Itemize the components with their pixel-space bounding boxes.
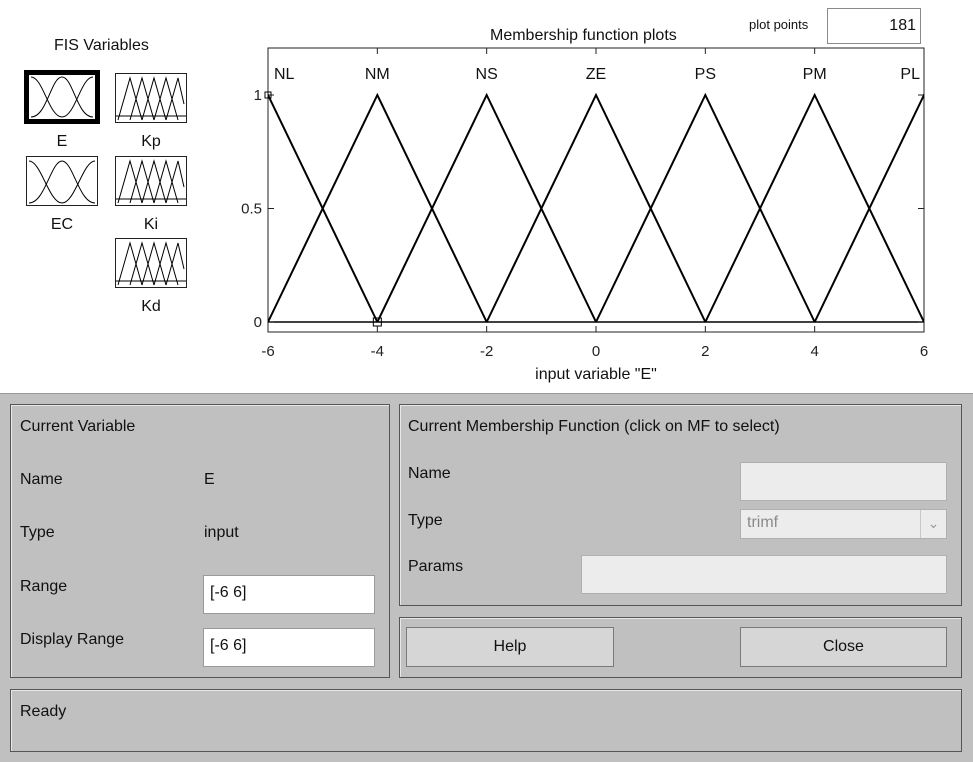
output-variable-kd-thumbnail[interactable] xyxy=(115,238,187,288)
range-input[interactable]: [-6 6] xyxy=(203,575,375,614)
input-variable-ec-label[interactable]: EC xyxy=(50,216,74,233)
mf-curve-ps xyxy=(595,92,816,323)
mf-handle xyxy=(264,91,272,99)
mf-params-input[interactable] xyxy=(581,555,947,594)
plot-title: Membership function plots xyxy=(490,27,677,44)
mf-thumbnail-icon xyxy=(30,76,94,118)
mf-params-label: Params xyxy=(408,558,464,575)
x-axis-label: input variable "E" xyxy=(535,366,657,383)
x-tick-label: 0 xyxy=(592,343,600,360)
plot-points-label: plot points xyxy=(749,17,809,32)
fis-variables-title: FIS Variables xyxy=(54,37,149,54)
mf-handle xyxy=(372,317,382,327)
mf-thumbnail-icon xyxy=(116,159,186,204)
help-button[interactable]: Help xyxy=(406,627,614,667)
input-variable-e-thumbnail[interactable] xyxy=(24,70,100,124)
membership-function-chart[interactable]: -6 -4 -2 0 2 4 6 0 0.5 1 NL NM NS ZE PS PM PL input varia… xyxy=(0,0,973,393)
mf-curve-nl xyxy=(268,92,379,323)
mf-label-ps: PS xyxy=(695,66,716,83)
x-tick-label: -6 xyxy=(261,343,274,360)
mf-curve-pm xyxy=(704,92,924,323)
input-variable-e-label[interactable]: E xyxy=(56,133,68,150)
variable-type-value: input xyxy=(204,524,239,541)
mf-label-nl: NL xyxy=(274,66,295,83)
range-label: Range xyxy=(20,578,68,595)
mf-curve-pl xyxy=(813,92,924,323)
mf-thumbnail-icon xyxy=(116,241,186,286)
mf-label-ze: ZE xyxy=(586,66,606,83)
mf-label-nm: NM xyxy=(365,66,390,83)
close-button[interactable]: Close xyxy=(740,627,947,667)
display-range-input[interactable]: [-6 6] xyxy=(203,628,375,667)
x-tick-label: 2 xyxy=(701,343,709,360)
plot-points-input[interactable]: 181 xyxy=(827,8,921,44)
output-variable-ki-label[interactable]: Ki xyxy=(143,216,159,233)
mf-curve-nm xyxy=(268,92,488,323)
y-tick-label: 0.5 xyxy=(241,201,262,218)
display-range-label: Display Range xyxy=(20,631,125,648)
mf-name-input[interactable] xyxy=(740,462,947,501)
mf-label-pl: PL xyxy=(900,66,920,83)
output-variable-kp-thumbnail[interactable] xyxy=(115,73,187,123)
y-tick-label: 0 xyxy=(254,314,262,331)
x-tick-label: 6 xyxy=(920,343,928,360)
output-variable-ki-thumbnail[interactable] xyxy=(115,156,187,206)
mf-name-label: Name xyxy=(408,465,451,482)
mf-type-select[interactable]: trimf ⌄ xyxy=(740,509,947,539)
chevron-down-icon: ⌄ xyxy=(920,510,946,538)
mf-thumbnail-icon xyxy=(116,76,186,121)
y-tick-label: 1 xyxy=(254,87,262,104)
variable-name-label: Name xyxy=(20,471,63,488)
status-panel xyxy=(10,689,962,752)
x-tick-label: -4 xyxy=(371,343,384,360)
axes-box xyxy=(267,47,925,333)
mf-type-label: Type xyxy=(408,512,443,529)
current-variable-title: Current Variable xyxy=(20,418,136,435)
variable-type-label: Type xyxy=(20,524,55,541)
x-tick-label: -2 xyxy=(480,343,493,360)
mf-label-pm: PM xyxy=(803,66,827,83)
output-variable-kp-label[interactable]: Kp xyxy=(141,133,161,150)
mf-curve-ze xyxy=(485,92,707,323)
mf-label-ns: NS xyxy=(476,66,498,83)
status-text: Ready xyxy=(20,703,67,720)
variable-name-value: E xyxy=(204,471,215,488)
mf-type-value: trimf xyxy=(747,514,779,531)
input-variable-ec-thumbnail[interactable] xyxy=(26,156,98,206)
x-tick-label: 4 xyxy=(810,343,818,360)
mf-curve-ns xyxy=(376,92,597,323)
mf-thumbnail-icon xyxy=(28,160,96,204)
output-variable-kd-label[interactable]: Kd xyxy=(141,298,161,315)
current-mf-title: Current Membership Function (click on MF… xyxy=(408,418,780,435)
